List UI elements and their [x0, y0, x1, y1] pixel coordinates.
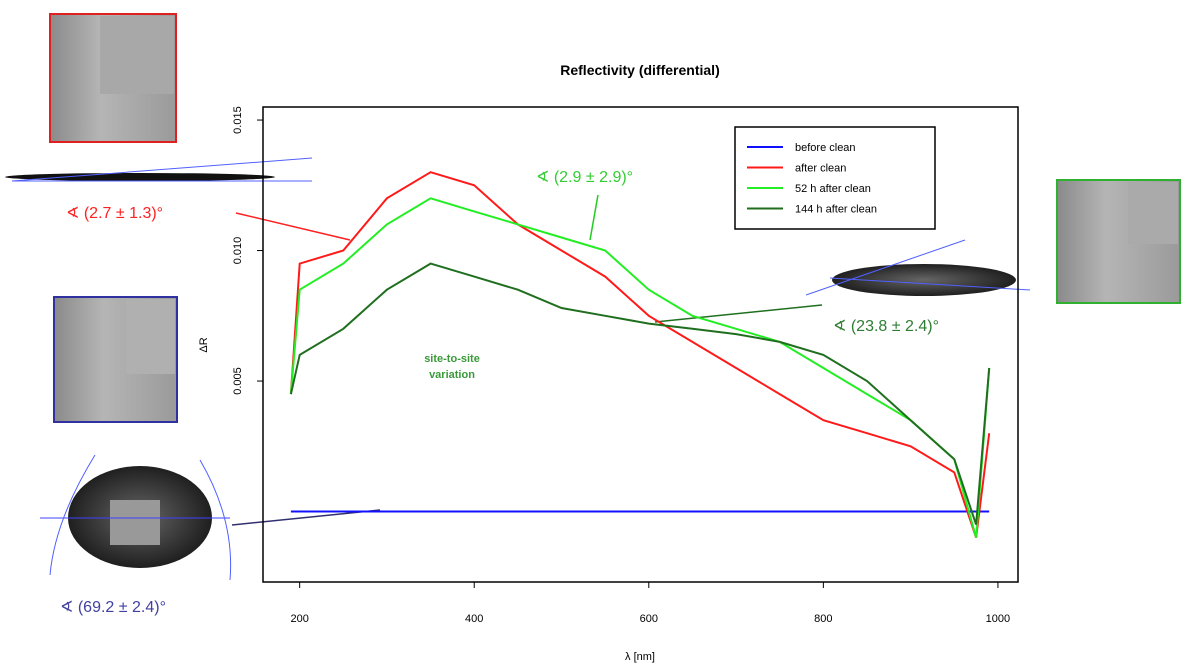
- y-tick-label: 0.010: [232, 237, 244, 265]
- x-tick-label: 400: [465, 613, 483, 625]
- series-line: [289, 197, 991, 538]
- connectors: [231, 194, 823, 526]
- y-tick-label: 0.005: [232, 367, 244, 395]
- angle-annotation: ∢ (2.9 ± 2.9)°: [536, 169, 633, 186]
- y-axis-label: ΔR: [198, 337, 210, 352]
- legend-label: 52 h after clean: [795, 183, 871, 195]
- legend-label: before clean: [795, 142, 856, 154]
- x-tick-label: 800: [814, 613, 832, 625]
- series-line: [289, 171, 991, 538]
- legend-label: 144 h after clean: [795, 204, 877, 216]
- angle-annotation: ∢ (2.7 ± 1.3)°: [66, 205, 163, 222]
- x-tick-label: 200: [290, 613, 308, 625]
- annotation: variation: [429, 369, 475, 381]
- annotation: site-to-site: [424, 353, 480, 365]
- plot-frame: [262, 106, 1019, 583]
- legend-box: [734, 126, 936, 230]
- x-tick-label: 600: [640, 613, 658, 625]
- legend-label: after clean: [795, 163, 846, 175]
- inset-images: [5, 13, 1181, 581]
- x-axis-label: λ [nm]: [625, 651, 655, 663]
- series-line: [289, 262, 991, 525]
- x-tick-label: 1000: [986, 613, 1010, 625]
- y-tick-label: 0.015: [232, 106, 244, 134]
- angle-annotation: ∢ (69.2 ± 2.4)°: [60, 599, 166, 616]
- chart-title: Reflectivity (differential): [560, 62, 719, 78]
- angle-annotation: ∢ (23.8 ± 2.4)°: [833, 318, 939, 335]
